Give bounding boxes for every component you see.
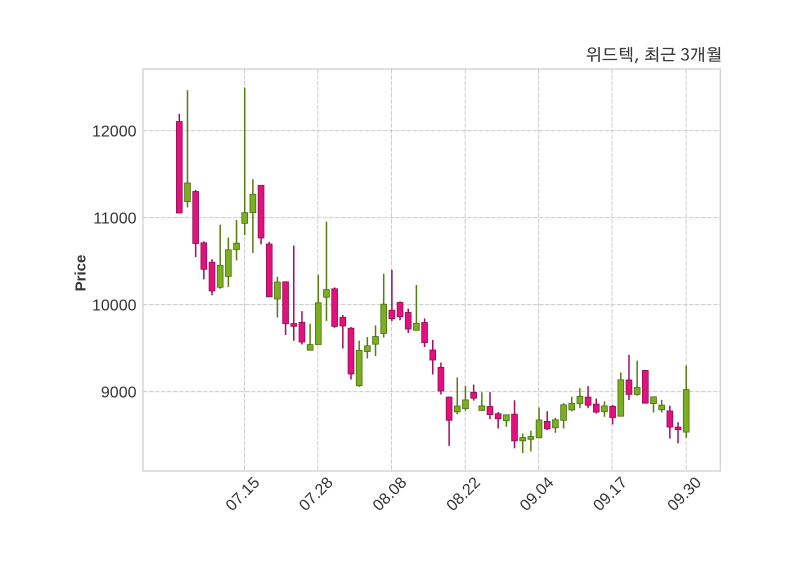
svg-text:11000: 11000: [93, 211, 136, 228]
svg-text:9000: 9000: [101, 385, 137, 402]
svg-text:Price: Price: [72, 255, 89, 292]
svg-text:10000: 10000: [92, 298, 137, 315]
svg-text:12000: 12000: [92, 124, 137, 141]
